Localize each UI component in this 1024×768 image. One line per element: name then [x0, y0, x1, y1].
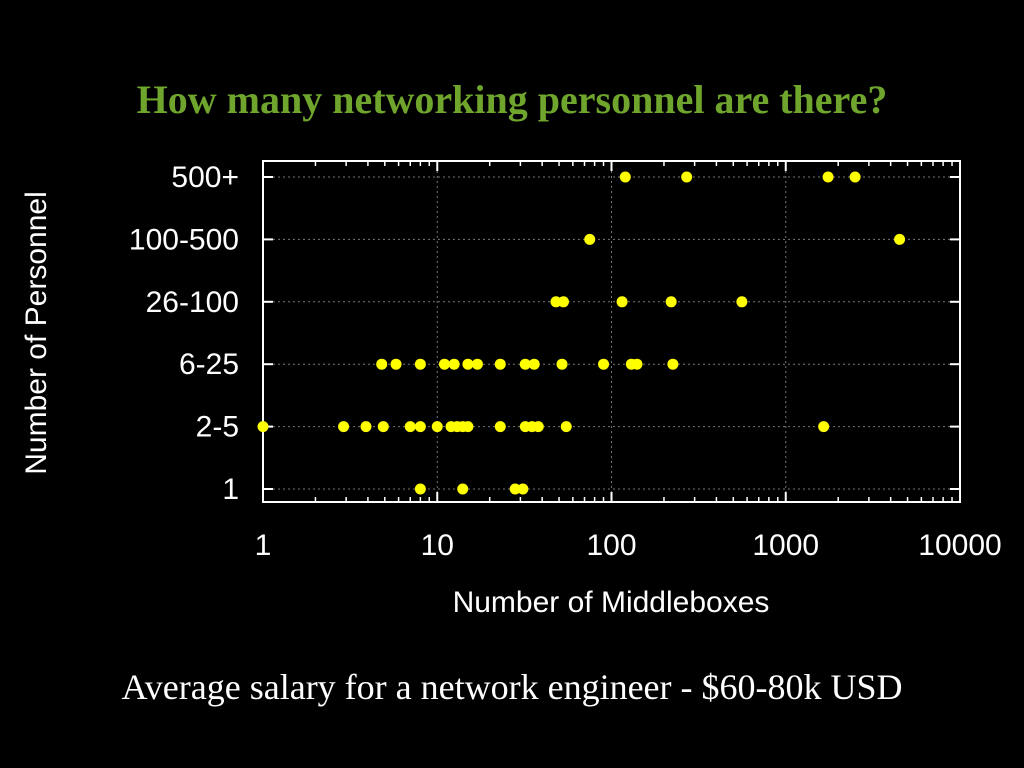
slide-caption: Average salary for a network engineer - …: [121, 667, 903, 707]
data-point: [509, 483, 521, 495]
data-point: [598, 358, 610, 370]
data-point: [431, 421, 443, 433]
data-point: [462, 421, 474, 433]
data-point: [360, 421, 372, 433]
data-point: [822, 171, 834, 183]
data-point: [557, 296, 569, 308]
data-point: [619, 171, 631, 183]
data-point: [257, 421, 269, 433]
data-point: [818, 421, 830, 433]
y-tick-label: 26-100: [146, 286, 239, 319]
data-point: [665, 296, 677, 308]
data-point: [438, 358, 450, 370]
data-point: [631, 358, 643, 370]
slide-title: How many networking personnel are there?: [136, 77, 888, 122]
data-point: [404, 421, 416, 433]
data-point: [849, 171, 861, 183]
y-tick-label: 500+: [171, 161, 239, 194]
y-tick-label: 100-500: [129, 223, 239, 256]
data-point: [560, 421, 572, 433]
label-layer: 1 2-5 6-25 26-100 100-500 500+ 1 10 100 1000 10000: [129, 161, 1002, 562]
data-point: [414, 421, 426, 433]
data-point: [494, 358, 506, 370]
data-point: [377, 421, 389, 433]
data-point: [556, 358, 568, 370]
data-point: [376, 358, 388, 370]
scatter-chart: 1 2-5 6-25 26-100 100-500 500+ 1 10 100 1000 10000…: [20, 160, 1002, 619]
data-point: [894, 233, 906, 245]
data-point: [462, 358, 474, 370]
x-tick-label: 10000: [918, 529, 1001, 562]
data-point: [681, 171, 693, 183]
data-point: [494, 421, 506, 433]
y-axis-title: Number of Personnel: [20, 191, 53, 474]
data-point: [528, 358, 540, 370]
data-point: [414, 358, 426, 370]
y-tick-label: 6-25: [179, 348, 239, 381]
x-tick-label: 10: [421, 529, 454, 562]
data-point: [448, 358, 460, 370]
data-point: [616, 296, 628, 308]
data-point: [667, 358, 679, 370]
data-point: [390, 358, 402, 370]
x-tick-label: 100: [586, 529, 636, 562]
y-tick-label: 2-5: [196, 411, 239, 444]
y-tick-label: 1: [222, 473, 239, 506]
data-point: [517, 483, 529, 495]
x-tick-label: 1: [255, 529, 272, 562]
data-point: [471, 358, 483, 370]
data-point: [519, 358, 531, 370]
x-tick-label: 1000: [752, 529, 819, 562]
x-axis-title: Number of Middleboxes: [453, 586, 770, 619]
data-point: [457, 483, 469, 495]
point-layer: [257, 171, 906, 495]
data-point: [532, 421, 544, 433]
data-point: [414, 483, 426, 495]
data-point: [338, 421, 350, 433]
data-point: [736, 296, 748, 308]
grid-layer: [263, 161, 960, 502]
data-point: [584, 233, 596, 245]
